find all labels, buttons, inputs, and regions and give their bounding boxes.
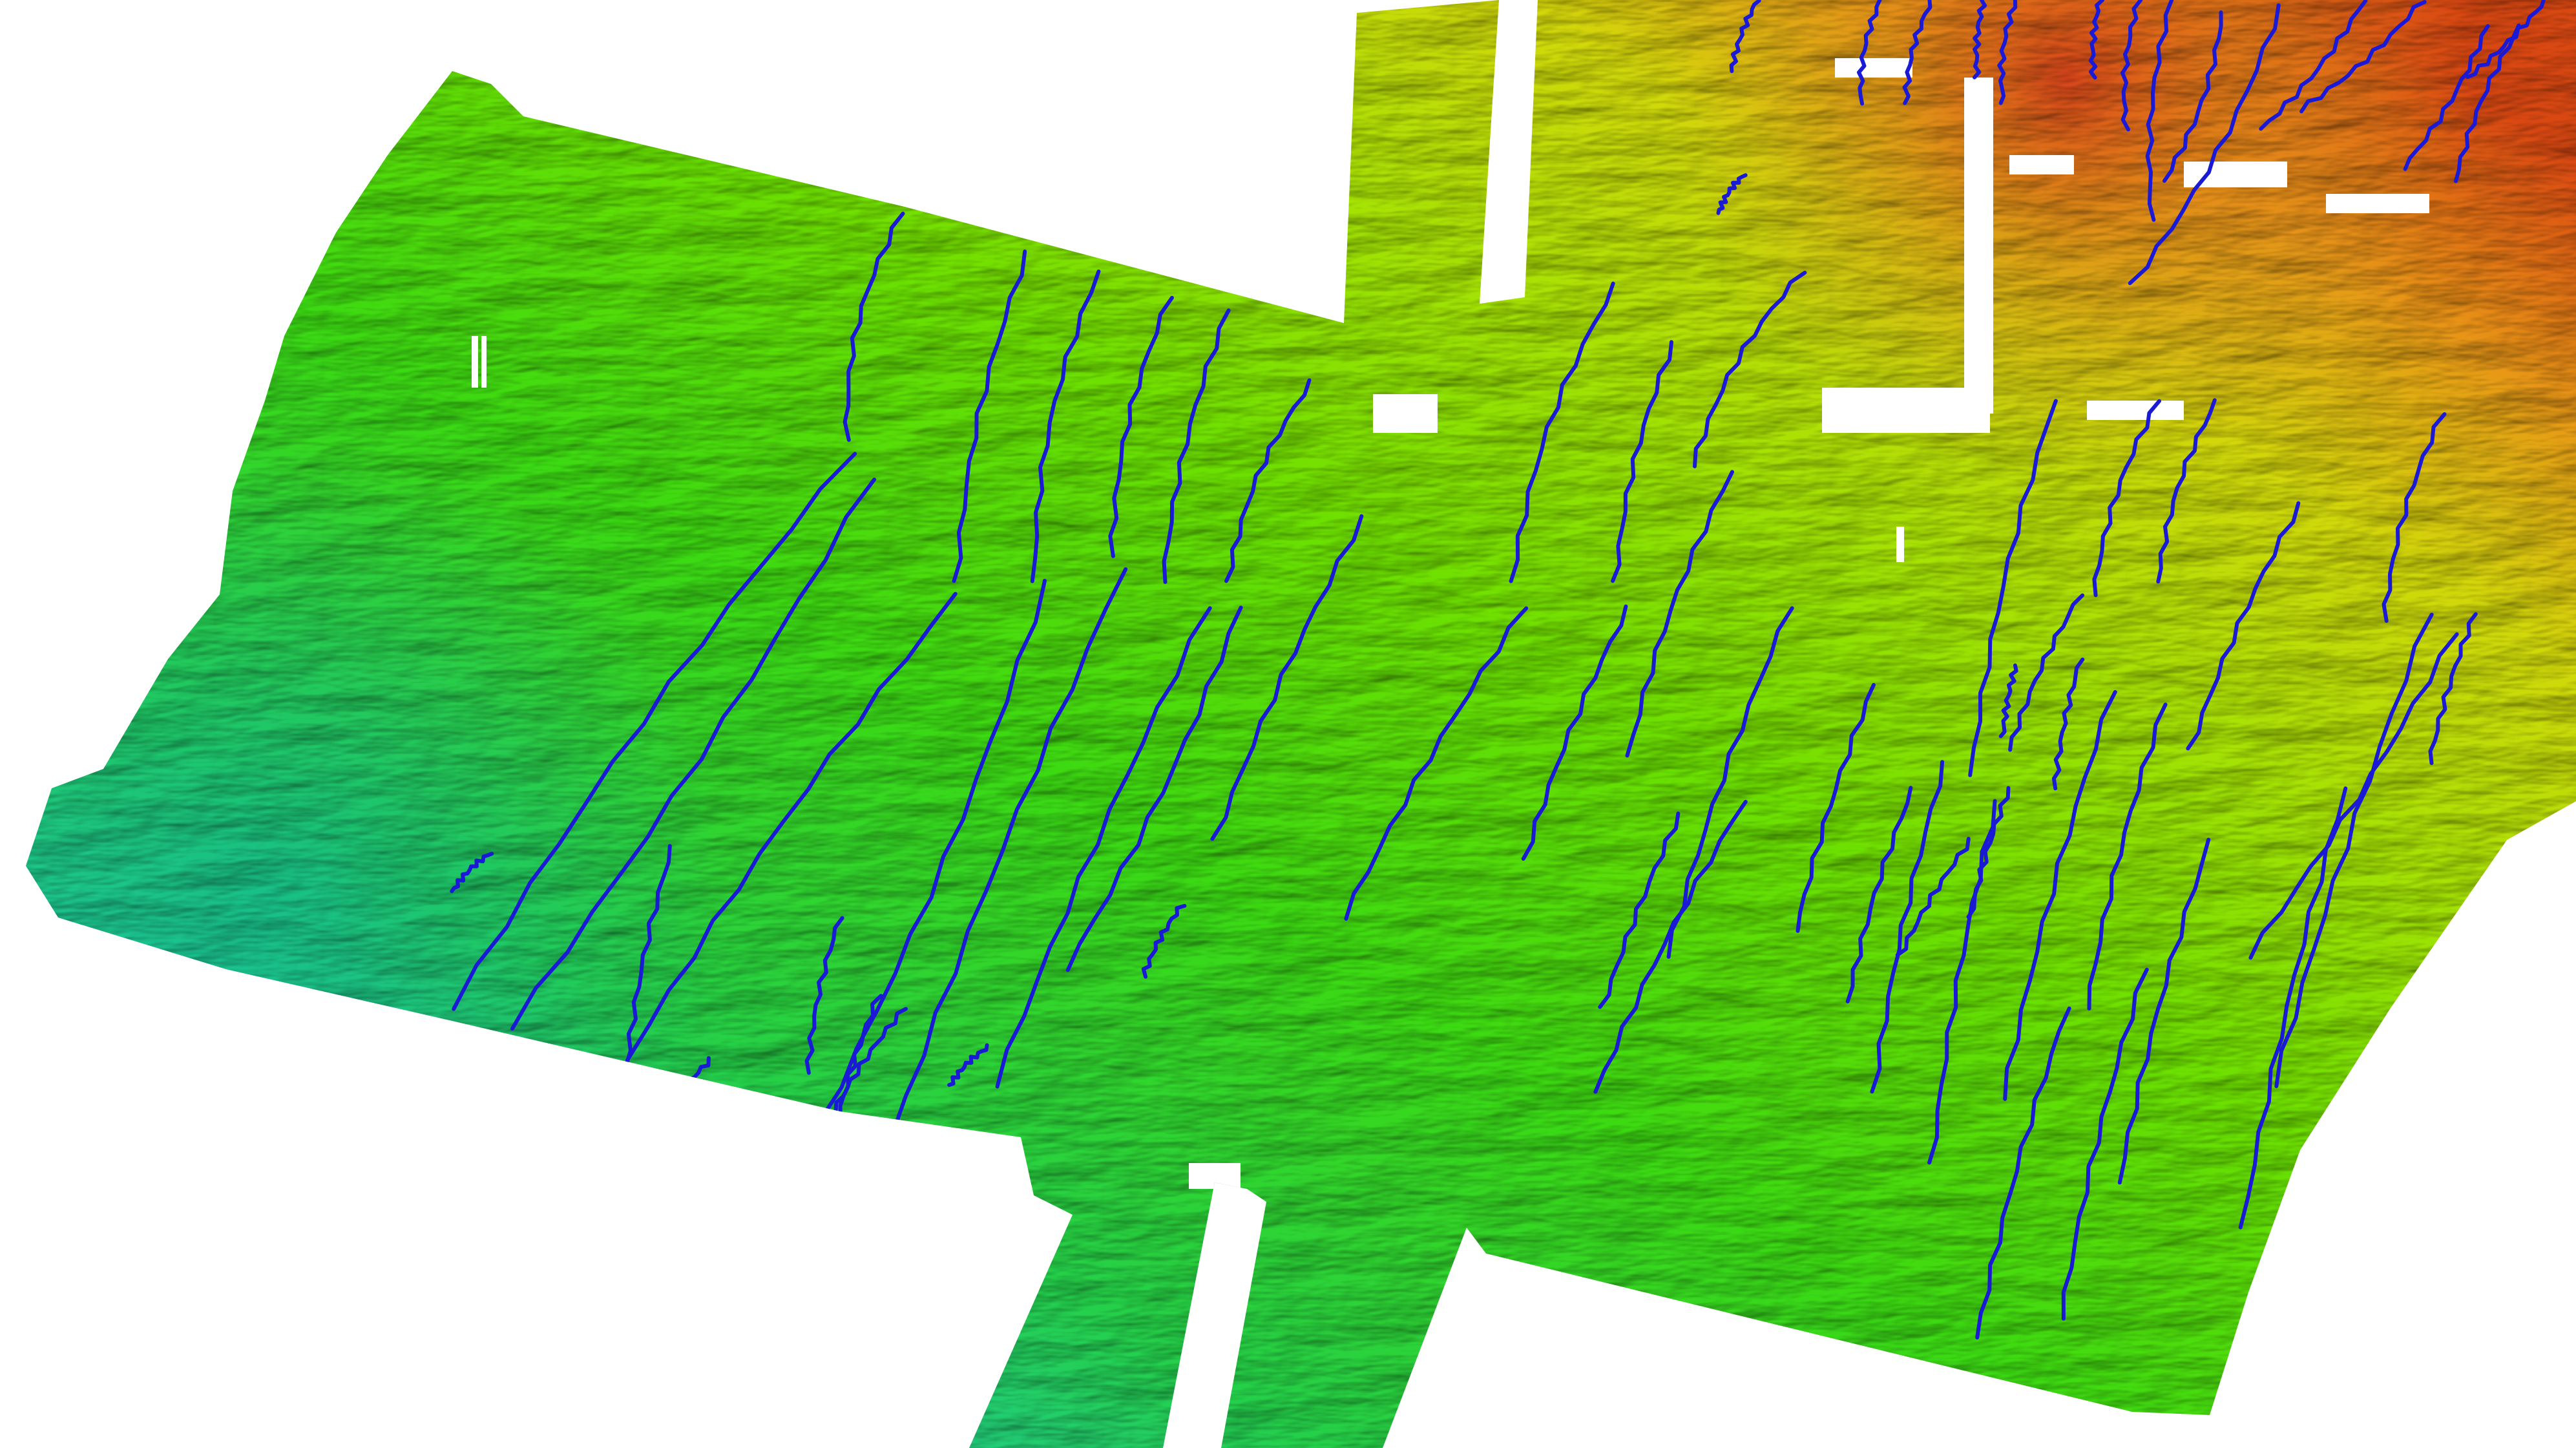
fault-trace: [1973, 0, 1987, 79]
fault-trace: [1845, 786, 1913, 1003]
data-gap: [1373, 394, 1438, 433]
fault-trace: [625, 592, 958, 1062]
fault-trace: [1593, 799, 1748, 1094]
fault-trace: [1666, 606, 1794, 959]
fault-trace: [2299, 0, 2427, 114]
fault-trace: [1224, 378, 1312, 583]
fault-trace: [1598, 812, 1681, 1009]
fault-trace: [1968, 399, 2058, 777]
fault-trace: [2145, 0, 2174, 222]
fault-trace: [2051, 657, 2085, 791]
fault-trace: [2120, 0, 2143, 132]
fault-trace: [804, 916, 844, 1075]
fault-trace: [952, 249, 1027, 583]
fault-trace: [889, 567, 1128, 1139]
fault-trace: [2248, 632, 2459, 960]
fault-trace: [2466, 0, 2546, 79]
fault-trace: [2259, 0, 2368, 131]
fault-trace: [2428, 612, 2478, 766]
fault-trace: [1108, 295, 1174, 558]
fault-trace: [1693, 271, 1807, 468]
fault-trace: [1997, 0, 2018, 105]
fault-trace: [2128, 3, 2281, 286]
fault-trace: [2088, 0, 2104, 80]
data-gap: [481, 336, 487, 388]
fault-trace: [2156, 398, 2217, 584]
fault-trace: [2454, 23, 2521, 184]
fault-trace: [1927, 799, 1997, 1165]
data-gap: [1822, 388, 1990, 433]
fault-trace: [450, 852, 494, 894]
fault-trace: [2003, 690, 2117, 1101]
fault-trace: [1796, 683, 1876, 933]
fault-trace: [1625, 470, 1734, 758]
fault-trace: [2087, 702, 2168, 1011]
fault-trace: [1975, 1006, 2071, 1340]
data-gap: [2087, 401, 2184, 420]
fault-trace: [1998, 663, 2018, 739]
fault-trace: [1966, 786, 2011, 919]
fault-trace: [1065, 605, 1243, 972]
fault-trace: [995, 606, 1212, 1089]
data-gap: [2326, 194, 2429, 213]
data-gaps: [472, 58, 2429, 1189]
fault-trace: [2382, 412, 2447, 623]
data-gap: [2009, 155, 2074, 174]
fault-trace: [2092, 399, 2161, 598]
fault-trace: [1857, 0, 1882, 106]
fault-trace: [1611, 340, 1673, 583]
fault-trace: [452, 452, 857, 1011]
fault-trace: [843, 211, 905, 442]
fault-trace: [2186, 501, 2301, 751]
fault-trace: [624, 844, 672, 1068]
fault-trace: [2238, 786, 2348, 1230]
fault-trace: [1870, 760, 1945, 1094]
fault-trace: [1509, 281, 1615, 583]
data-gap: [1896, 527, 1904, 562]
fault-trace: [1729, 0, 1761, 74]
fault-trace: [1030, 269, 1101, 583]
fault-trace: [1521, 604, 1628, 861]
fault-trace: [2008, 593, 2085, 752]
fault-trace: [1344, 606, 1529, 921]
fault-trace: [1141, 903, 1187, 979]
fault-trace: [2274, 613, 2434, 1089]
fault-trace: [510, 477, 877, 1031]
fault-trace: [1895, 837, 1971, 957]
fault-trace: [2061, 967, 2149, 1321]
fault-trace: [947, 1043, 989, 1087]
fault-trace: [1902, 0, 1932, 105]
fault-trace: [2117, 837, 2211, 1185]
fault-trace: [1210, 514, 1364, 841]
data-gap: [1964, 78, 1993, 414]
fault-trace: [1162, 308, 1231, 584]
fault-trace: [2162, 10, 2223, 183]
data-gap: [1835, 58, 1912, 78]
data-gap: [472, 336, 478, 388]
fault-trace: [1716, 173, 1748, 215]
fault-lines: [450, 0, 2546, 1340]
fault-trace: [2403, 24, 2490, 171]
